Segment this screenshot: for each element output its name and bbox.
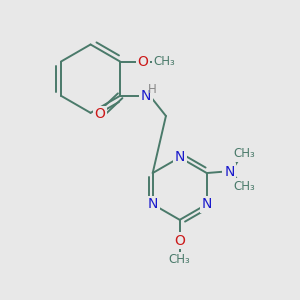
Text: H: H: [148, 83, 157, 96]
Text: N: N: [148, 197, 158, 211]
Text: N: N: [141, 89, 152, 103]
Text: O: O: [94, 107, 105, 122]
Text: CH₃: CH₃: [233, 180, 255, 193]
Text: O: O: [138, 55, 148, 69]
Text: CH₃: CH₃: [169, 254, 190, 266]
Text: O: O: [174, 234, 185, 248]
Text: CH₃: CH₃: [153, 55, 175, 68]
Text: N: N: [175, 150, 185, 164]
Text: N: N: [224, 164, 235, 178]
Text: N: N: [202, 197, 212, 211]
Text: CH₃: CH₃: [233, 147, 255, 160]
